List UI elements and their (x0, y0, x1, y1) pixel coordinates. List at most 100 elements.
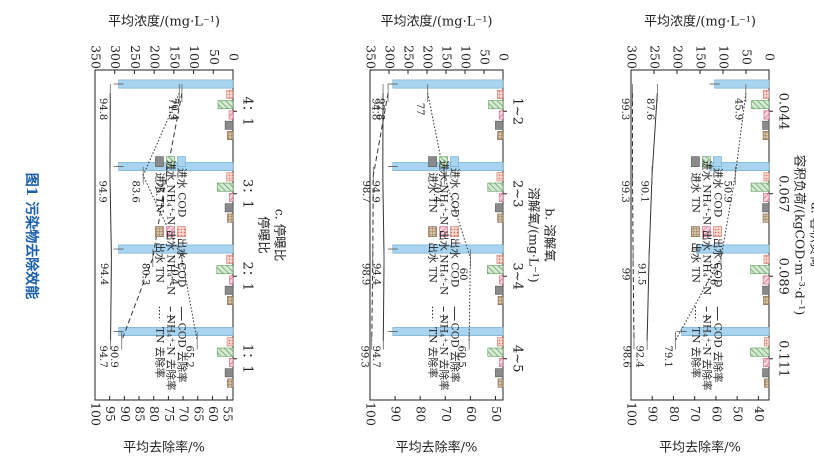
rate-value-label: 57.6 (708, 263, 719, 285)
legend-swatch (691, 226, 700, 237)
panel-label: a. 容积负荷 (809, 202, 814, 267)
legend-swatch (166, 156, 175, 167)
effluent-nh4-bar (498, 110, 504, 120)
nh4-rate-line (631, 93, 635, 341)
influent-tn-bar (495, 120, 504, 130)
effluent-tn-bar (227, 296, 234, 306)
y2-tick-label: 50 (489, 406, 504, 422)
rate-value-label: 99.3 (619, 180, 630, 202)
influent-tn-bar (495, 368, 504, 378)
cod-rate-line (382, 93, 385, 341)
rate-value-label: 94.9 (96, 180, 107, 202)
plot-frame (369, 69, 504, 401)
y2-tick-label: 40 (752, 406, 767, 422)
effluent-tn-bar (497, 296, 504, 306)
rate-value-label: 87.6 (644, 98, 655, 120)
rate-value-label: 75.7 (153, 180, 164, 202)
legend-label: 出水 TN (153, 242, 166, 283)
x-tick-label: 4~5 (510, 345, 525, 372)
legend-swatch (713, 156, 722, 167)
influent-tn-bar (495, 203, 504, 213)
rate-value-label: 70.4 (168, 263, 179, 285)
y2-tick-label: 60 (709, 406, 724, 422)
influent-tn-bar (762, 368, 770, 378)
y2-tick-label: 90 (389, 406, 404, 422)
legend-label: 进水 NH₄⁺-N (700, 160, 712, 225)
figure-caption: 图1 污染物去除效能 (23, 173, 40, 300)
y2-tick-label: 90 (646, 406, 661, 422)
y2-tick-label: 60 (464, 406, 479, 422)
effluent-cod-bar (763, 254, 770, 264)
rate-value-label: 99.3 (358, 345, 369, 367)
y-tick-label: 300 (108, 45, 123, 69)
effluent-tn-bar (763, 296, 770, 306)
rate-value-label: 98.9 (359, 263, 370, 285)
rate-value-label: 94.7 (97, 345, 108, 367)
rate-value-label: 94.9 (369, 180, 380, 202)
y2-tick-label: 70 (177, 406, 192, 422)
rate-value-label: 60 (457, 268, 468, 281)
legend-line-label: NH₄⁺-N 去除率 (164, 315, 177, 391)
legend-line-label: NH₄⁺-N 去除率 (700, 315, 713, 391)
rate-value-label: 91.5 (636, 263, 647, 285)
figure-caption-label: 图1 (23, 173, 39, 197)
x-tick-label: 1：1 (240, 344, 255, 374)
effluent-nh4-bar (499, 358, 504, 367)
legend-swatch (166, 226, 175, 237)
influent-nh4-bar (487, 265, 504, 275)
y-tick-label: 250 (128, 45, 143, 69)
legend-label: 出水 COD (449, 238, 462, 287)
rate-value-label: 92.8 (375, 98, 386, 120)
rate-value-label: 98.6 (620, 345, 631, 367)
effluent-tn-bar (227, 131, 234, 141)
cod-rate-line (109, 93, 112, 341)
legend-label: 出水 COD (175, 238, 188, 287)
effluent-cod-bar (763, 172, 770, 182)
x-axis-title: 停曝比 (257, 216, 272, 254)
y-axis-title: 平均浓度/(mg·L⁻¹) (644, 14, 756, 30)
x-axis-title: 容积负荷/(kgCOD·m⁻³·d⁻¹) (793, 155, 808, 315)
rate-value-label: 99 (620, 268, 631, 281)
influent-tn-bar (224, 285, 234, 295)
influent-cod-bar (714, 79, 770, 89)
legend-swatch (439, 226, 448, 237)
effluent-tn-bar (497, 378, 504, 388)
rate-value-label: 94.7 (370, 345, 381, 367)
y-tick-label: 50 (740, 49, 755, 65)
y2-tick-label: 95 (103, 406, 118, 422)
y2-tick-label: 100 (364, 402, 379, 426)
panel-label: b. 溶解氧 (543, 208, 558, 262)
influent-nh4-bar (217, 100, 234, 110)
influent-nh4-bar (750, 182, 770, 192)
x-tick-label: 2~3 (510, 180, 525, 207)
y-tick-label: 250 (648, 45, 663, 69)
y2-tick-label: 65 (191, 406, 206, 422)
x-axis-title: 溶解氧/(mg·L⁻¹) (527, 187, 542, 282)
legend-label: 进水 COD (711, 168, 723, 217)
x-tick-label: 0.044 (776, 93, 791, 130)
influent-nh4-bar (487, 347, 504, 357)
influent-nh4-bar (488, 100, 504, 110)
y-tick-label: 350 (364, 45, 379, 69)
effluent-cod-bar (496, 254, 504, 264)
influent-tn-bar (224, 203, 234, 213)
legend-label: 进水 COD (449, 168, 461, 217)
legend-line-label: COD 去除率 (175, 323, 188, 383)
y2-tick-label: 90 (118, 406, 133, 422)
legend-swatch (713, 226, 722, 237)
rate-value-label: 94.4 (371, 263, 382, 285)
x-tick-label: 1~2 (510, 98, 525, 125)
y-tick-label: 100 (717, 45, 732, 69)
y-tick-label: 50 (478, 49, 493, 65)
legend-swatch (450, 156, 459, 167)
legend-line-label: COD 去除率 (449, 323, 462, 383)
legend-swatch (428, 226, 437, 237)
rate-value-label: 77 (414, 103, 425, 116)
nh4-rate-line (121, 93, 183, 341)
influent-cod-bar (392, 79, 504, 89)
y2-tick-label: 80 (147, 406, 162, 422)
y-tick-label: 150 (440, 45, 455, 69)
rate-value-label: 98.7 (360, 180, 371, 202)
y-tick-label: 200 (148, 45, 163, 69)
